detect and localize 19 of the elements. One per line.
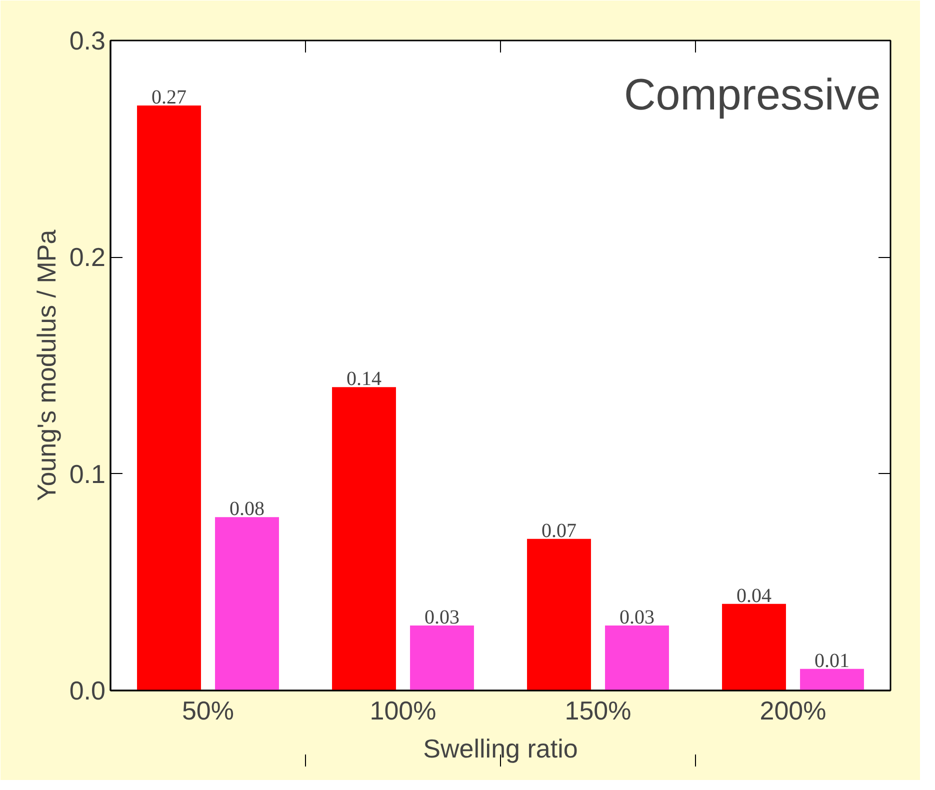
data-label: 0.14 — [346, 368, 382, 390]
y-axis-title: Young's modulus / MPa — [31, 229, 62, 502]
x-tick-label: 50% — [182, 696, 234, 726]
y-tick-label: 0.3 — [69, 26, 106, 56]
y-tick-label: 0.0 — [69, 676, 106, 706]
x-tick-label: 150% — [564, 696, 632, 726]
y-tick-label: 0.2 — [69, 242, 106, 272]
data-label: 0.27 — [152, 86, 186, 108]
data-label: 0.04 — [736, 584, 772, 607]
data-label: 0.07 — [542, 520, 576, 542]
data-label: 0.03 — [424, 606, 460, 628]
x-tick-label: 200% — [760, 696, 826, 726]
data-label: 0.08 — [230, 498, 264, 520]
y-tick-label: 0.1 — [69, 458, 106, 489]
data-label: 0.01 — [814, 650, 850, 672]
x-axis-title: Swelling ratio — [423, 734, 578, 764]
annotation: Compressive — [624, 70, 881, 120]
data-label: 0.03 — [620, 606, 654, 628]
x-tick-label: 100% — [370, 696, 436, 726]
